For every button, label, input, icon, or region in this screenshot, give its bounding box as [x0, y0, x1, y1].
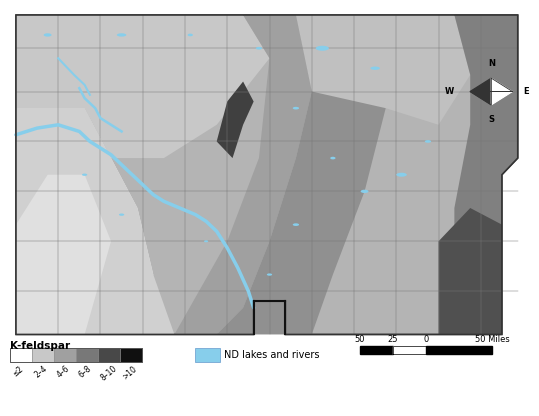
Text: W: W: [445, 87, 454, 96]
Ellipse shape: [82, 173, 87, 176]
Ellipse shape: [44, 33, 52, 37]
Bar: [195, 349, 220, 362]
Polygon shape: [296, 15, 470, 125]
Text: 25: 25: [388, 335, 398, 344]
Bar: [10, 349, 32, 362]
Text: 2–4: 2–4: [33, 364, 49, 379]
Ellipse shape: [293, 223, 299, 226]
Text: E: E: [523, 87, 529, 96]
Ellipse shape: [204, 240, 208, 242]
Ellipse shape: [293, 107, 299, 109]
Ellipse shape: [396, 173, 407, 177]
Polygon shape: [16, 108, 175, 334]
Bar: [120, 349, 142, 362]
Text: ≤2: ≤2: [11, 364, 25, 378]
Polygon shape: [217, 82, 254, 158]
Polygon shape: [492, 78, 513, 105]
Bar: [32, 349, 54, 362]
Polygon shape: [439, 208, 502, 334]
Ellipse shape: [119, 213, 124, 216]
Bar: [54, 349, 76, 362]
Text: ND lakes and rivers: ND lakes and rivers: [224, 350, 320, 360]
Ellipse shape: [256, 47, 262, 50]
Text: K-feldspar: K-feldspar: [10, 341, 70, 351]
Ellipse shape: [188, 34, 193, 36]
Polygon shape: [454, 15, 518, 334]
Ellipse shape: [361, 190, 369, 193]
Text: S: S: [488, 115, 494, 124]
Text: 6–8: 6–8: [77, 364, 93, 379]
Ellipse shape: [267, 273, 272, 276]
Text: 4–6: 4–6: [55, 364, 71, 380]
Text: 0: 0: [423, 335, 429, 344]
Bar: [98, 349, 120, 362]
Bar: [76, 349, 98, 362]
Bar: [10, 349, 142, 362]
Text: 50 Miles: 50 Miles: [475, 335, 509, 344]
Ellipse shape: [330, 157, 335, 159]
Ellipse shape: [316, 46, 329, 51]
Polygon shape: [16, 175, 111, 334]
Ellipse shape: [425, 140, 431, 143]
Text: 50: 50: [355, 335, 365, 344]
Polygon shape: [16, 15, 270, 158]
Text: N: N: [488, 59, 495, 68]
Text: 8–10: 8–10: [99, 364, 119, 383]
Ellipse shape: [370, 67, 380, 70]
Polygon shape: [16, 15, 518, 334]
Ellipse shape: [117, 33, 126, 37]
Polygon shape: [470, 78, 513, 105]
Polygon shape: [153, 15, 312, 334]
Polygon shape: [16, 108, 153, 334]
Polygon shape: [360, 346, 393, 354]
Polygon shape: [393, 346, 426, 354]
Polygon shape: [426, 346, 492, 354]
Text: >10: >10: [121, 364, 139, 381]
Polygon shape: [217, 15, 386, 334]
